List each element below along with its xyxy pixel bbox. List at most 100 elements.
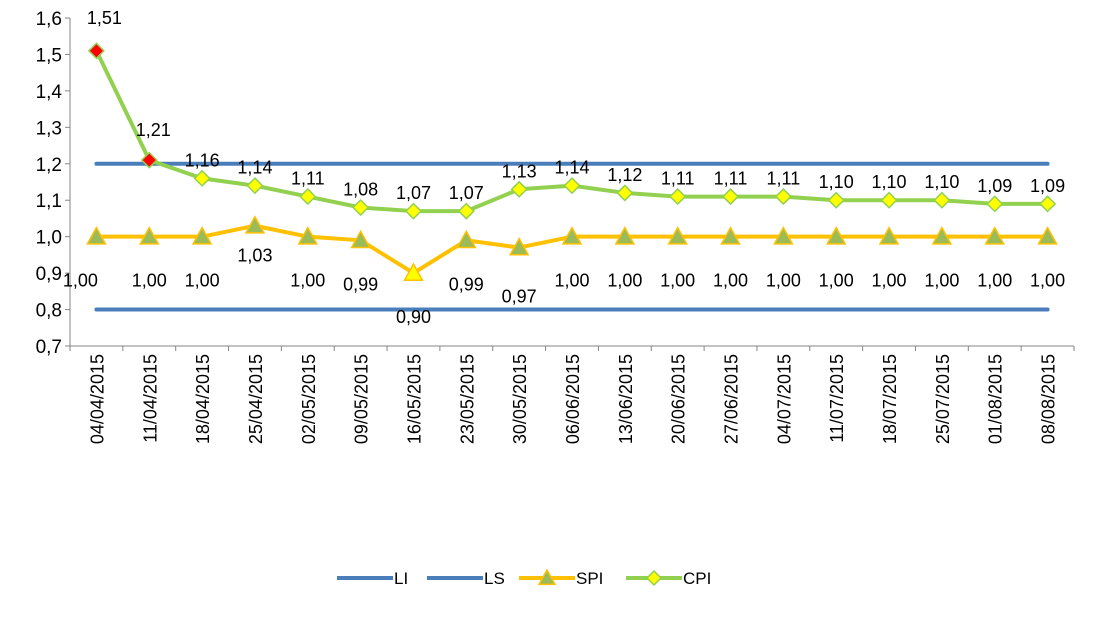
y-tick-label: 1,5 <box>36 45 62 66</box>
legend-label-spi: SPI <box>576 569 603 588</box>
cpi-marker <box>721 188 740 206</box>
legend-marker-cpi <box>645 569 663 587</box>
y-tick-label: 0,9 <box>36 264 62 285</box>
x-tick-label: 20/06/2015 <box>669 354 689 444</box>
legend-label-cpi: CPI <box>683 569 711 588</box>
cpi-data-label: 1,10 <box>872 172 907 192</box>
spi-marker <box>720 226 741 245</box>
legend: LI LS SPI CPI <box>337 568 711 588</box>
cpi-marker <box>404 202 423 220</box>
spi-marker <box>403 262 424 282</box>
cpi-data-label: 1,13 <box>502 161 537 181</box>
spi-marker <box>984 226 1006 245</box>
x-tick-label: 01/08/2015 <box>986 354 1006 444</box>
y-tick-label: 1,2 <box>36 155 62 176</box>
data-labels: 1,51 1,21 1,16 1,14 1,11 1,08 1,07 1,07 1,13 1,14… <box>63 8 1065 327</box>
cpi-marker <box>563 177 581 195</box>
spi-marker <box>773 226 794 245</box>
y-tick-label: 0,7 <box>36 337 62 358</box>
spi-data-label: 0,97 <box>502 287 537 307</box>
x-tick-label: 27/06/2015 <box>722 354 742 444</box>
cpi-data-label: 1,14 <box>554 158 589 178</box>
y-tick-label: 1,1 <box>36 191 62 212</box>
x-tick-label: 11/07/2015 <box>827 354 847 443</box>
x-tick-label: 25/04/2015 <box>246 354 266 444</box>
cpi-marker <box>246 177 264 195</box>
cpi-data-label: 1,11 <box>767 169 801 189</box>
data-markers <box>86 42 1058 282</box>
x-tick-label: 18/04/2015 <box>193 354 213 444</box>
spi-marker <box>878 226 900 245</box>
spi-data-label: 1,00 <box>290 271 325 291</box>
spi-marker <box>138 226 160 245</box>
spi-marker <box>191 226 213 245</box>
x-tick-label: 30/05/2015 <box>510 354 530 444</box>
cpi-data-label: 1,51 <box>87 8 122 28</box>
spi-data-label: 1,00 <box>766 271 801 291</box>
spi-marker <box>667 226 688 245</box>
cpi-marker <box>933 191 951 209</box>
cpi-marker <box>616 184 634 202</box>
cpi-marker <box>510 180 528 198</box>
x-tick-label: 04/04/2015 <box>87 354 107 444</box>
cpi-data-label: 1,10 <box>819 172 854 192</box>
x-tick-label: 13/06/2015 <box>616 354 636 444</box>
axes: 0,7 0,8 0,9 1,0 1,1 1,2 1,3 1,4 1,5 1,6 04/04/2015… <box>36 9 1075 444</box>
spi-data-label: 1,00 <box>607 271 642 291</box>
cpi-data-label: 1,09 <box>977 176 1012 196</box>
x-tick-label: 02/05/2015 <box>299 354 319 444</box>
spi-data-label: 1,00 <box>554 271 589 291</box>
cpi-marker <box>140 151 158 169</box>
cpi-marker <box>986 195 1004 213</box>
cpi-marker <box>352 198 370 217</box>
cpi-data-label: 1,07 <box>449 183 484 203</box>
spi-data-label: 1,00 <box>1030 271 1065 291</box>
spi-marker <box>614 226 636 245</box>
cpi-marker <box>193 169 211 187</box>
spi-marker <box>456 229 477 249</box>
x-tick-label: 04/07/2015 <box>774 354 794 444</box>
spi-marker <box>508 237 530 256</box>
cpi-data-label: 1,21 <box>136 120 171 140</box>
y-tick-label: 1,4 <box>36 82 63 103</box>
cpi-data-label: 1,08 <box>343 180 378 200</box>
spi-data-label: 0,99 <box>449 274 484 294</box>
spi-data-label: 1,00 <box>924 271 959 291</box>
spi-marker <box>561 226 583 245</box>
cpi-marker <box>880 191 898 209</box>
legend-label-li: LI <box>394 569 408 588</box>
cpi-data-label: 1,16 <box>185 150 220 170</box>
x-tick-label: 16/05/2015 <box>404 354 424 444</box>
x-tick-label: 08/08/2015 <box>1039 354 1059 444</box>
cpi-data-label: 1,11 <box>661 169 695 189</box>
x-tick-label: 09/05/2015 <box>352 354 372 444</box>
spi-marker <box>244 215 266 234</box>
spi-data-label: 1,03 <box>237 246 272 266</box>
x-tick-label: 25/07/2015 <box>933 354 953 444</box>
spi-data-label: 0,90 <box>396 307 431 327</box>
cpi-marker <box>669 188 687 206</box>
spi-marker <box>297 226 319 245</box>
legend-marker-spi <box>537 568 557 586</box>
reference-lines <box>94 161 1050 312</box>
y-tick-label: 1,6 <box>36 9 62 30</box>
spi-data-label: 1,00 <box>977 271 1012 291</box>
cpi-marker <box>774 188 792 206</box>
cpi-marker <box>87 42 105 60</box>
cpi-data-label: 1,12 <box>607 165 642 185</box>
y-tick-label: 1,3 <box>36 118 62 139</box>
cpi-data-label: 1,14 <box>237 158 272 178</box>
spi-marker <box>931 226 953 245</box>
x-tick-label: 23/05/2015 <box>457 354 477 444</box>
spi-data-label: 1,00 <box>132 271 167 291</box>
cpi-data-label: 1,07 <box>396 183 431 203</box>
spi-marker <box>1037 226 1058 245</box>
cpi-marker <box>1039 195 1057 213</box>
y-tick-label: 1,0 <box>36 228 62 249</box>
spi-data-label: 1,00 <box>63 271 98 291</box>
spi-marker <box>825 226 847 245</box>
spi-data-label: 1,00 <box>819 271 854 291</box>
cpi-data-label: 1,11 <box>714 169 748 189</box>
